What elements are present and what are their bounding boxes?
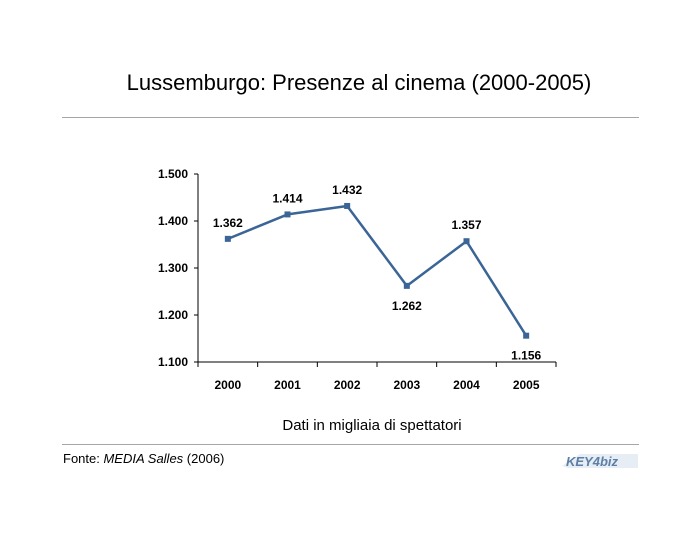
- x-tick-label: 2001: [274, 378, 301, 392]
- x-axis-label: Dati in migliaia di spettatori: [282, 417, 462, 434]
- data-point: [403, 282, 410, 289]
- y-tick-label: 1.500: [158, 167, 188, 181]
- page-title: Lussemburgo: Presenze al cinema (2000-20…: [126, 70, 592, 95]
- x-tick-label: 2003: [393, 378, 420, 392]
- x-tick-label: 2005: [513, 378, 540, 392]
- y-tick-label: 1.400: [158, 214, 188, 228]
- data-point: [344, 202, 351, 209]
- x-tick-label: 2002: [334, 378, 361, 392]
- y-tick-label: 1.100: [158, 355, 188, 369]
- logo-backdrop: [562, 454, 638, 468]
- data-point: [463, 238, 470, 245]
- chart-axes: 1.100 1.200 1.300 1.400 1.500 2000 2001 2002 200…: [158, 167, 557, 392]
- chart-series: [224, 202, 530, 339]
- series-line: [227, 204, 528, 337]
- y-tick-label: 1.200: [158, 308, 188, 322]
- data-point: [523, 332, 530, 339]
- title-divider: [62, 117, 639, 118]
- source-suffix: (2006): [183, 451, 225, 466]
- source-note: Fonte: MEDIA Salles (2006): [63, 451, 224, 466]
- data-label: 1.156: [511, 349, 541, 363]
- data-point: [284, 211, 291, 218]
- data-label: 1.432: [332, 183, 362, 197]
- source-publication: MEDIA Salles: [103, 451, 184, 466]
- x-tick-label: 2000: [214, 378, 241, 392]
- logo-wordmark: KEY4biz: [566, 454, 619, 469]
- data-label: 1.414: [272, 191, 302, 205]
- footer-divider: [62, 444, 639, 445]
- data-label: 1.262: [392, 299, 422, 313]
- data-label: 1.357: [451, 218, 481, 232]
- chart-labels: 1.362 1.414 1.432 1.262 1.357 1.156: [213, 183, 542, 363]
- source-prefix: Fonte:: [63, 451, 104, 466]
- key4biz-logo: KEY4biz: [562, 454, 638, 469]
- x-tick-label: 2004: [453, 378, 480, 392]
- line-chart: 1.100 1.200 1.300 1.400 1.500 2000 2001 2002 200…: [158, 167, 557, 392]
- data-point: [224, 235, 231, 242]
- y-tick-label: 1.300: [158, 261, 188, 275]
- data-label: 1.362: [213, 216, 243, 230]
